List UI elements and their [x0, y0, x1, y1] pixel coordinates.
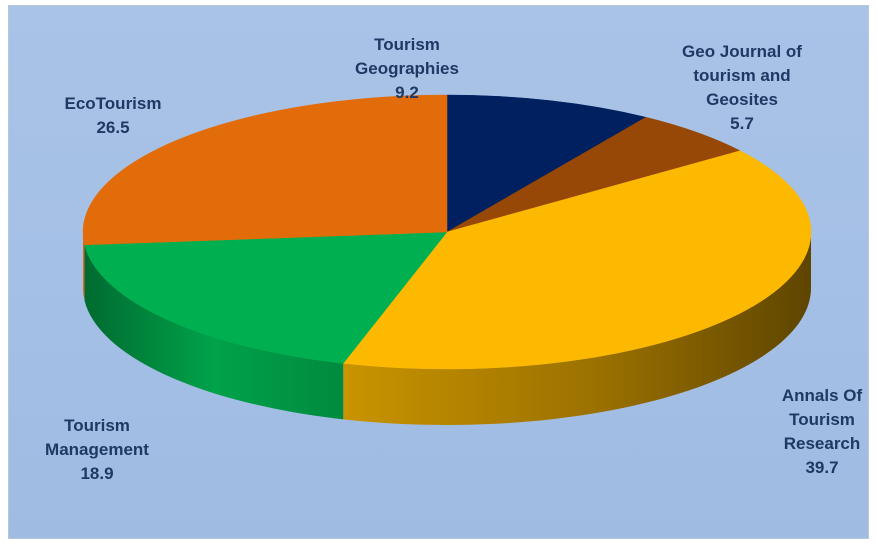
data-label-text: Geosites — [706, 90, 778, 109]
pie-sides — [83, 232, 811, 425]
data-label-value: 39.7 — [805, 458, 838, 477]
pie-side-tourism-management — [84, 244, 344, 420]
data-label-text: Tourism — [64, 416, 130, 435]
pie-side-ecotourism — [83, 232, 85, 301]
data-label-tourism-geographies: Tourism Geographies 9.2 — [355, 35, 459, 102]
data-label-value: 18.9 — [80, 464, 113, 483]
pie-slice-ecotourism — [82, 94, 448, 246]
data-label-text: Geographies — [355, 59, 459, 78]
pie-slice-geo-journal-of-tourism-and-geosites — [446, 116, 741, 233]
chart-area: Tourism Geographies 9.2 Geo Journal of touri… — [8, 5, 869, 539]
data-label-text: Management — [45, 440, 149, 459]
pie-slice-annals-of-tourism-research — [342, 150, 812, 370]
data-label-tourism-management: Tourism Management 18.9 — [45, 416, 149, 483]
pie-side-annals-of-tourism-research — [343, 232, 811, 425]
data-label-text: Tourism — [789, 410, 855, 429]
data-label-text: Tourism — [374, 35, 440, 54]
data-label-text: Annals Of — [782, 386, 863, 405]
data-label-annals-of-tourism-research: Annals Of Tourism Research 39.7 — [782, 386, 863, 477]
data-label-value: 9.2 — [395, 83, 419, 102]
data-label-text: Geo Journal of — [682, 42, 802, 61]
data-label-geo-journal-of-tourism-and-geosites: Geo Journal of tourism and Geosites 5.7 — [682, 42, 802, 133]
data-label-ecotourism: EcoTourism 26.5 — [65, 94, 162, 137]
data-labels: Tourism Geographies 9.2 Geo Journal of touri… — [45, 35, 862, 483]
pie-slices — [82, 94, 812, 370]
pie-chart: Tourism Geographies 9.2 Geo Journal of touri… — [45, 35, 862, 483]
data-label-text: Research — [784, 434, 861, 453]
data-label-value: 26.5 — [96, 118, 129, 137]
data-label-value: 5.7 — [730, 114, 754, 133]
pie-slice-tourism-management — [84, 231, 448, 364]
data-label-text: EcoTourism — [65, 94, 162, 113]
pie-slice-tourism-geographies — [446, 94, 647, 233]
data-label-text: tourism and — [693, 66, 790, 85]
